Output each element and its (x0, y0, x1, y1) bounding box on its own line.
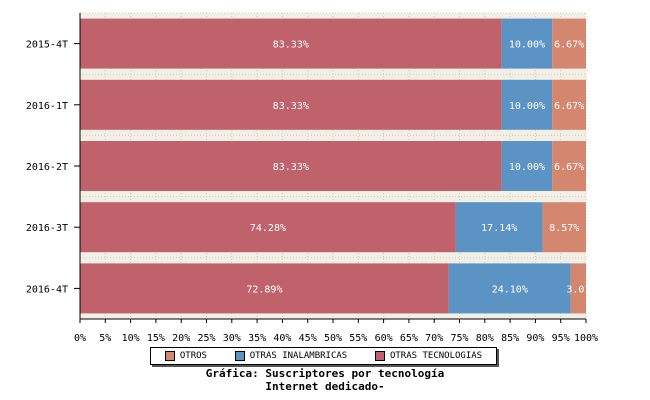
data-label: 3.01 (566, 284, 590, 295)
bar-segment (455, 202, 543, 253)
data-label: 74.28% (250, 223, 286, 234)
bar-segment (570, 263, 586, 314)
x-tick-label: 85% (501, 333, 519, 344)
data-label: 10.00% (509, 162, 545, 173)
x-tick-label: 55% (349, 333, 367, 344)
x-tick-label: 90% (526, 333, 544, 344)
bar-segment (448, 263, 571, 314)
legend-swatch (234, 351, 245, 361)
bar-segment (80, 202, 456, 253)
x-tick-label: 60% (375, 333, 393, 344)
bar-segment (501, 18, 553, 69)
bar-segment (552, 18, 586, 69)
x-tick-label: 65% (400, 333, 418, 344)
data-label: 17.14% (481, 223, 517, 234)
x-tick-label: 50% (324, 333, 342, 344)
bars: 83.33% 10.00% 6.67% 83.33% 10.00% 6.67% 83.33%… (80, 18, 590, 314)
x-tick-label: 15% (147, 333, 165, 344)
bar-segment (80, 18, 502, 69)
x-tick-label: 80% (476, 333, 494, 344)
chart-caption: Gráfica: Suscriptores por tecnología Int… (0, 367, 650, 393)
x-tick-label: 45% (299, 333, 317, 344)
bar-segment (542, 202, 586, 253)
data-label: 6.67% (554, 162, 584, 173)
data-label: 8.57% (549, 223, 579, 234)
x-tick-label: 10% (122, 333, 140, 344)
x-tick-label: 20% (172, 333, 190, 344)
x-tick-label: 100% (574, 333, 598, 344)
x-tick-label: 75% (450, 333, 468, 344)
x-tick-label: 25% (197, 333, 215, 344)
caption-line-1: Gráfica: Suscriptores por tecnología (205, 367, 445, 380)
bar-segment (80, 263, 449, 314)
legend-swatch (374, 351, 385, 361)
category-label: 2016-2T (26, 162, 68, 173)
legend-item: OTRAS INALAMBRICAS (234, 351, 348, 361)
data-label: 6.67% (554, 101, 584, 112)
bar-segment (501, 141, 553, 191)
legend-label: OTRAS INALAMBRICAS (249, 351, 348, 361)
data-label: 72.89% (246, 284, 282, 295)
x-tick-label: 30% (223, 333, 241, 344)
data-label: 83.33% (273, 40, 309, 51)
data-label: 10.00% (509, 40, 545, 51)
x-tick-label: 40% (273, 333, 291, 344)
category-label: 2016-4T (26, 284, 68, 295)
bar-segment (552, 141, 586, 191)
legend-label: OTROS (179, 351, 207, 361)
legend-item: OTRAS TECNOLOGIAS (374, 351, 483, 361)
x-axis: 0% 5% 10% 15% 20% 25% 30% 35% 40% 45% 50% 55% 60% 65%… (74, 13, 598, 344)
x-tick-label: 70% (425, 333, 443, 344)
legend-swatch (164, 351, 175, 361)
data-label: 83.33% (273, 162, 309, 173)
legend-label: OTRAS TECNOLOGIAS (389, 351, 483, 361)
x-tick-label: 35% (248, 333, 266, 344)
x-tick-label: 0% (74, 333, 86, 344)
category-labels: 2015-4T 2016-1T 2016-2T 2016-3T 2016-4T (26, 40, 80, 295)
bar-segment (501, 79, 553, 130)
data-label: 6.67% (554, 40, 584, 51)
x-tick-label: 95% (552, 333, 570, 344)
legend-item: OTROS (164, 351, 207, 361)
data-label: 83.33% (273, 101, 309, 112)
bar-segment (552, 79, 586, 130)
category-label: 2016-3T (26, 223, 68, 234)
category-label: 2015-4T (26, 40, 68, 51)
category-label: 2016-1T (26, 101, 68, 112)
data-label: 24.10% (492, 284, 528, 295)
data-label: 10.00% (509, 101, 545, 112)
x-tick-label: 5% (99, 333, 111, 344)
legend: OTROS OTRAS INALAMBRICAS OTRAS TECNOLOGIAS (150, 347, 497, 365)
bar-segment (80, 79, 502, 130)
bar-segment (80, 141, 502, 191)
caption-line-2: Internet dedicado- (265, 380, 385, 393)
